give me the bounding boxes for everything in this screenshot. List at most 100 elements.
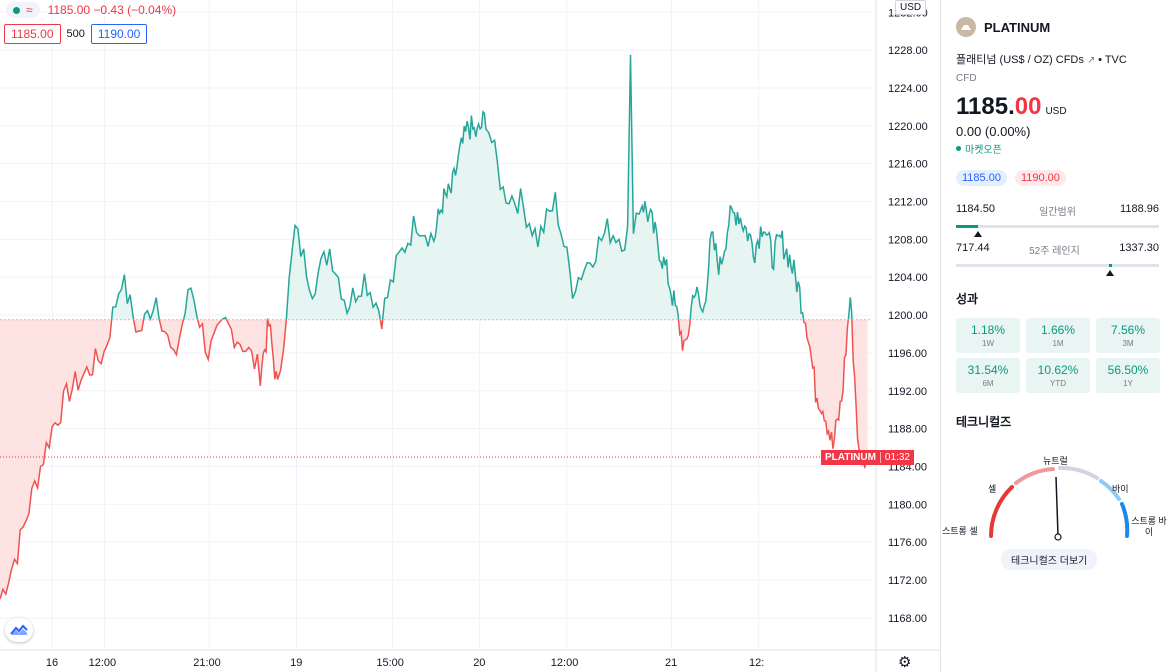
market-status: 마켓오픈	[956, 141, 1169, 156]
technicals-gauge: 스트롱 셀 셀 뉴트럴 바이 스트롱 바이 테크니컬즈 더보기	[942, 440, 1169, 585]
perf-label: 1W	[982, 339, 994, 348]
price-label-symbol: PLATINUM	[825, 451, 876, 463]
perf-value: 56.50%	[1107, 363, 1149, 377]
perf-value: 7.56%	[1110, 323, 1146, 337]
symbol-header[interactable]: PLATINUM	[956, 17, 1169, 37]
legend-status-pill[interactable]: ≈	[6, 2, 40, 18]
perf-cell[interactable]: 10.62% YTD	[1026, 358, 1090, 393]
external-link-icon[interactable]: ↗	[1086, 55, 1099, 66]
symbol-source: • TVC	[1098, 54, 1127, 66]
x-tick-label: 21	[665, 657, 677, 669]
x-tick-label: 15:00	[376, 657, 404, 669]
x-tick-label: 12:	[749, 657, 764, 669]
performance-title: 성과	[956, 292, 979, 306]
perf-cell[interactable]: 31.54% 6M	[956, 358, 1020, 393]
side-ask-value: 1190.00	[1014, 170, 1066, 186]
area-fill-down	[0, 319, 868, 600]
gauge-arc	[989, 465, 1130, 541]
price-chart[interactable]: 1168.001172.001176.001180.001184.001188.…	[0, 0, 940, 672]
y-tick-label: 1228.00	[888, 45, 928, 57]
chart-legend: ≈ 1185.00 −0.43 (−0.04%)	[6, 2, 176, 18]
technicals-more-button[interactable]: 테크니컬즈 더보기	[1001, 549, 1098, 570]
perf-value: 31.54%	[967, 363, 1009, 377]
last-price: 1185. 00 USD	[956, 93, 1169, 121]
series-line-down	[0, 319, 869, 600]
platinum-logo-icon	[956, 17, 976, 37]
y-tick-label: 1172.00	[888, 575, 927, 587]
perf-label: YTD	[1050, 379, 1066, 388]
price-decimal: 00	[1014, 93, 1042, 120]
gear-icon[interactable]: ⚙	[898, 654, 912, 671]
year-range-marker-icon	[1106, 270, 1114, 276]
year-range-high: 1337.30	[1119, 242, 1159, 254]
x-tick-label: 12:00	[551, 657, 579, 669]
y-tick-label: 1200.00	[888, 310, 928, 322]
price-currency: USD	[1045, 106, 1067, 117]
tradingview-logo-icon[interactable]	[5, 618, 33, 642]
day-range: 1184.50 일간범위 1188.96	[956, 203, 1159, 237]
perf-value: 10.62%	[1037, 363, 1079, 377]
series-line-up	[110, 54, 853, 320]
year-range-label: 52주 레인지	[1029, 246, 1080, 257]
symbol-details-panel: PLATINUM 플래티넘 (US$ / OZ) CFDs ↗ • TVC CF…	[941, 0, 1169, 672]
gauge-neutral: 뉴트럴	[1043, 456, 1068, 466]
x-tick-label: 19	[290, 657, 302, 669]
perf-cell[interactable]: 1.18% 1W	[956, 318, 1020, 353]
x-tick-label: 21:00	[193, 657, 221, 669]
symbol-description-text: 플래티넘 (US$ / OZ) CFDs	[956, 54, 1084, 66]
y-tick-label: 1216.00	[888, 159, 928, 171]
status-dot-icon	[13, 6, 20, 14]
market-open-dot-icon	[956, 146, 961, 151]
y-tick-label: 1180.00	[888, 499, 927, 511]
x-tick-label: 20	[473, 657, 485, 669]
perf-label: 6M	[982, 379, 994, 388]
gauge-sell: 셀	[988, 484, 997, 494]
performance-grid: 1.18% 1W 1.66% 1M 7.56% 3M 31.54% 6M 10.62% Y…	[956, 318, 1169, 393]
perf-cell[interactable]: 56.50% 1Y	[1096, 358, 1160, 393]
y-tick-label: 1220.00	[888, 121, 928, 133]
technicals-title[interactable]: 테크니컬즈	[956, 415, 1012, 429]
side-bid-value: 1185.00	[956, 170, 1007, 186]
price-label-countdown: 01:32	[879, 451, 914, 463]
y-tick-label: 1192.00	[888, 386, 927, 398]
y-tick-label: 1196.00	[888, 348, 927, 360]
gauge-strong-sell: 스트롱 셀	[942, 526, 978, 536]
y-tick-label: 1176.00	[888, 537, 927, 549]
currency-tag[interactable]: USD	[895, 0, 927, 15]
perf-label: 1Y	[1123, 379, 1133, 388]
wave-icon: ≈	[26, 3, 33, 17]
symbol-description: 플래티넘 (US$ / OZ) CFDs ↗ • TVC	[956, 51, 1169, 67]
day-range-high: 1188.96	[1120, 203, 1159, 215]
buy-button[interactable]: 1190.00	[90, 24, 148, 44]
legend-values: 1185.00 −0.43 (−0.04%)	[47, 3, 177, 17]
spread-value: 500	[66, 28, 85, 40]
perf-value: 1.18%	[970, 323, 1006, 337]
day-range-track	[956, 225, 1159, 237]
price-change: 0.00 (0.00%)	[956, 124, 1031, 139]
symbol-type: CFD	[956, 73, 977, 84]
symbol-name: PLATINUM	[984, 19, 1051, 35]
day-range-label: 일간범위	[1039, 207, 1076, 218]
x-tick-label: 16	[46, 657, 58, 669]
market-status-text: 마켓오픈	[965, 145, 1002, 156]
day-range-fill	[956, 225, 978, 228]
year-range-low: 717.44	[956, 242, 990, 254]
bid-ask-panel: 1185.00 500 1190.00	[4, 24, 148, 44]
perf-cell[interactable]: 1.66% 1M	[1026, 318, 1090, 353]
price-integer: 1185.	[956, 93, 1015, 120]
year-range: 717.44 52주 레인지 1337.30	[956, 242, 1159, 276]
panel-divider	[940, 0, 941, 672]
last-price-label: PLATINUM 01:32	[821, 449, 914, 465]
y-tick-label: 1224.00	[888, 83, 928, 95]
chart-pane[interactable]: 1168.00 1172.00 1176.00 1180.00 1184.00 1188.…	[0, 0, 940, 672]
y-tick-label: 1188.00	[888, 424, 927, 436]
x-tick-label: 12:00	[89, 657, 117, 669]
y-tick-label: 1212.00	[888, 197, 928, 209]
day-range-low: 1184.50	[956, 203, 995, 215]
gauge-strong-buy: 스트롱 바이	[1131, 516, 1167, 537]
sell-button[interactable]: 1185.00	[4, 24, 61, 44]
area-fill-up	[0, 54, 868, 320]
perf-cell[interactable]: 7.56% 3M	[1096, 318, 1160, 353]
perf-label: 3M	[1122, 339, 1134, 348]
